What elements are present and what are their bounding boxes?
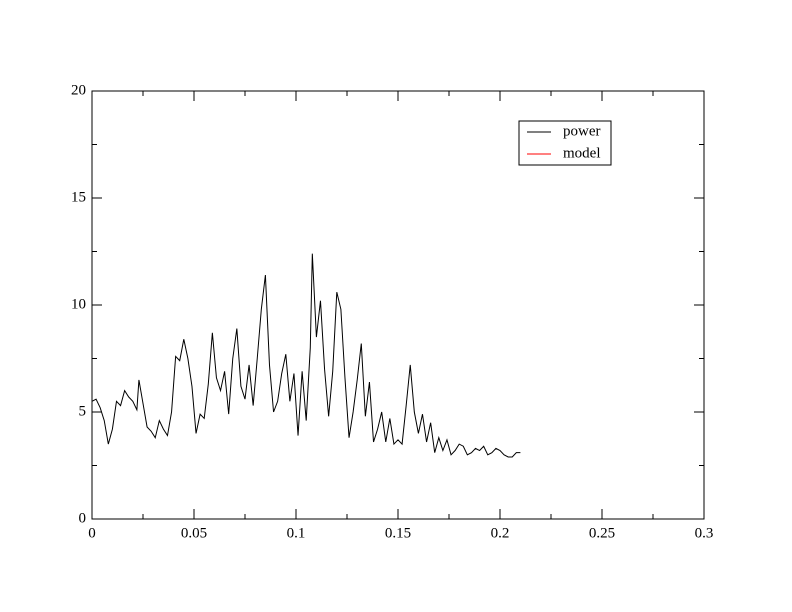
legend-box [518, 120, 612, 166]
x-tick-label: 0.25 [589, 525, 615, 541]
x-tick-label: 0.15 [385, 525, 411, 541]
y-tick-label: 5 [79, 403, 87, 419]
series-line [91, 253, 521, 458]
x-tick-label: 0.3 [695, 525, 714, 541]
y-tick-label: 0 [79, 510, 87, 526]
y-tick-label: 20 [71, 82, 86, 98]
x-tick-label: 0.05 [181, 525, 207, 541]
x-tick-label: 0.2 [491, 525, 510, 541]
x-tick-label: 0 [88, 525, 96, 541]
y-tick-label: 10 [71, 296, 86, 312]
y-tick-label: 15 [71, 189, 86, 205]
x-tick-label: 0.1 [287, 525, 306, 541]
legend-label: power [563, 123, 601, 139]
legend-label: model [563, 145, 601, 161]
